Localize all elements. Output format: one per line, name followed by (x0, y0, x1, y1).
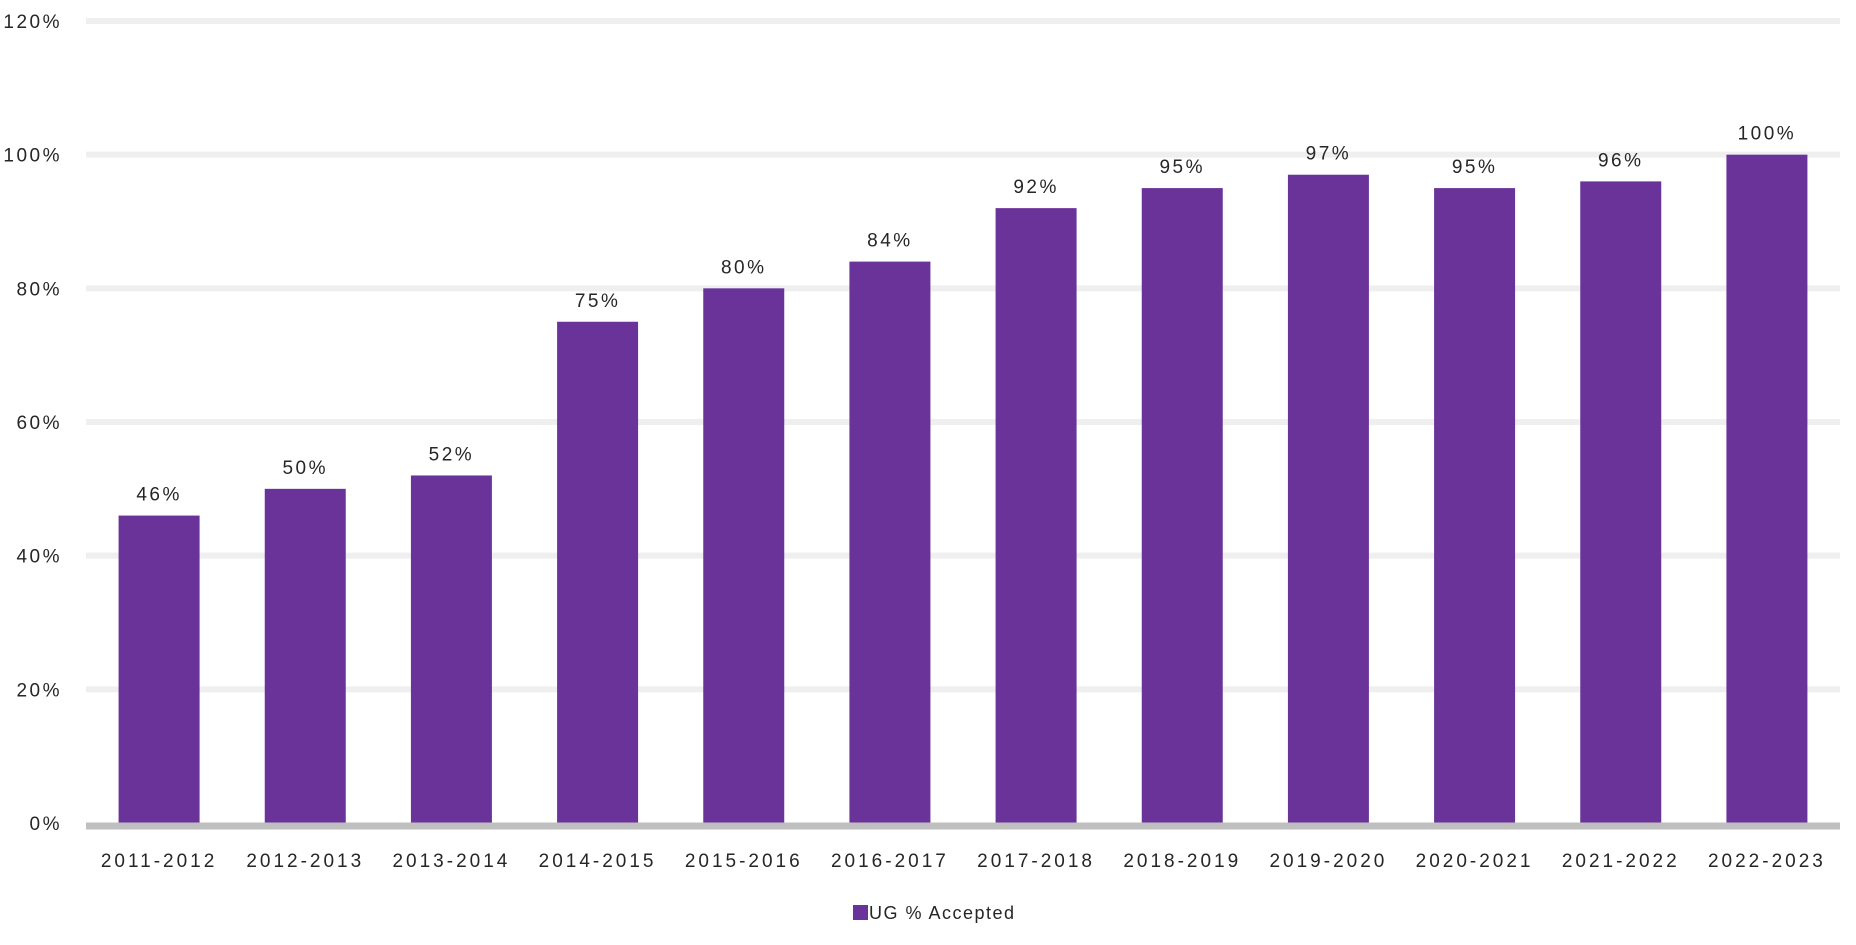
bar (1287, 174, 1369, 823)
data-label: 95% (1159, 157, 1205, 178)
x-tick-label: 2012-2013 (246, 851, 364, 872)
bar (703, 288, 785, 823)
x-tick-label: 2014-2015 (539, 851, 657, 872)
bar (1141, 188, 1223, 824)
bar (1434, 188, 1516, 824)
legend-label-ug-accepted: UG % Accepted (869, 903, 1016, 923)
bar (849, 261, 931, 824)
data-label: 50% (282, 458, 328, 479)
x-tick-label: 2016-2017 (831, 851, 949, 872)
y-tick-label: 60% (16, 413, 62, 434)
x-tick-label: 2018-2019 (1123, 851, 1241, 872)
data-label: 75% (575, 291, 621, 312)
x-tick-label: 2011-2012 (101, 851, 217, 872)
x-axis-category-labels: 2011-2012 2012-2013 2013-2014 2014-2015 2015… (101, 851, 1826, 872)
x-tick-label: 2015-2016 (685, 851, 803, 872)
x-tick-label: 2013-2014 (392, 851, 510, 872)
data-label: 97% (1306, 144, 1352, 165)
y-axis-tick-labels: 0% 20% 40% 60% 80% 100% 120% (3, 12, 62, 835)
data-label: 92% (1013, 177, 1059, 198)
bar (118, 515, 200, 823)
data-label: 95% (1452, 157, 1498, 178)
bar (410, 475, 492, 823)
x-tick-label: 2020-2021 (1416, 851, 1534, 872)
bars (118, 154, 1808, 824)
bar (1726, 154, 1808, 823)
y-tick-label: 40% (16, 547, 62, 568)
y-tick-label: 80% (16, 279, 62, 300)
data-label: 96% (1598, 150, 1644, 171)
gridlines (86, 18, 1840, 693)
x-tick-label: 2017-2018 (977, 851, 1095, 872)
bar (1580, 181, 1662, 823)
x-tick-label: 2019-2020 (1269, 851, 1387, 872)
x-tick-label: 2022-2023 (1708, 851, 1826, 872)
y-tick-label: 20% (16, 680, 62, 701)
y-tick-label: 100% (3, 146, 62, 167)
data-label: 46% (136, 485, 182, 506)
bar (995, 208, 1077, 824)
data-labels: 46% 50% 52% 75% 80% 84% 92% 95% 97% 95% 96% 100% (136, 124, 1797, 506)
legend: UG % Accepted (853, 903, 1016, 923)
y-tick-label: 120% (3, 12, 62, 33)
x-tick-label: 2021-2022 (1562, 851, 1680, 872)
bar (264, 488, 346, 823)
data-label: 100% (1738, 124, 1797, 145)
legend-swatch-ug-accepted (853, 905, 868, 920)
data-label: 80% (721, 257, 767, 278)
data-label: 52% (429, 444, 475, 465)
bar (557, 321, 639, 823)
y-tick-label: 0% (30, 814, 62, 835)
data-label: 84% (867, 231, 913, 252)
